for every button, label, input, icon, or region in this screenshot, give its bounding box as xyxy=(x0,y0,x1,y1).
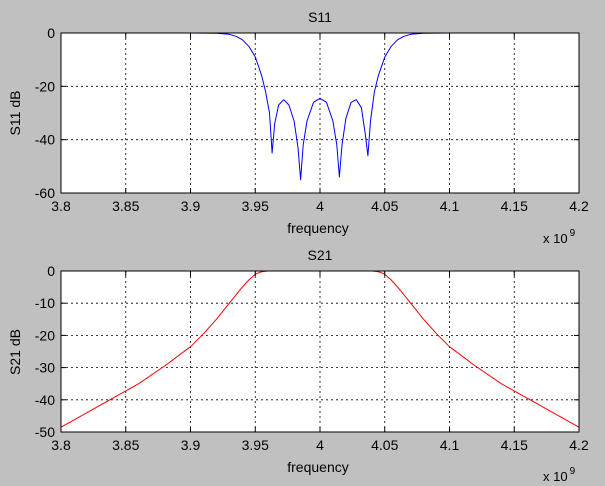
s21-xtick-label: 3.9 xyxy=(181,437,201,453)
s11-subplot: 3.8 3.85 3.9 3.95 4 4.05 4.1 4.15 4.20-20-40-60 … xyxy=(7,9,589,246)
s11-x-exponent: x 10 9 xyxy=(543,228,576,246)
s11-x-exponent-base: x 10 xyxy=(543,231,568,246)
s11-xtick-label: 3.8 xyxy=(51,198,71,214)
s11-xtick-label: 3.95 xyxy=(242,198,269,214)
s11-xtick-label: 4.1 xyxy=(440,198,460,214)
s11-xtick-label: 4.05 xyxy=(371,198,398,214)
s21-xlabel: frequency xyxy=(287,459,348,475)
s11-xtick-label: 4 xyxy=(316,198,324,214)
s11-ticks: 3.8 3.85 3.9 3.95 4 4.05 4.1 4.15 4.2 0 -20 -40 -60 xyxy=(35,25,589,214)
s11-ytick-label: -20 xyxy=(35,78,55,94)
s21-xtick-label: 4.05 xyxy=(371,437,398,453)
s21-x-exponent-base: x 10 xyxy=(543,469,568,484)
s21-xtick-label: 4.1 xyxy=(440,437,460,453)
s11-ylabel: S11 dB xyxy=(7,91,23,136)
s21-xtick-label: 3.8 xyxy=(51,437,71,453)
s11-grid xyxy=(61,33,579,193)
s11-x-exponent-power: 9 xyxy=(570,228,576,239)
s21-grid xyxy=(61,271,579,432)
s21-subplot: 3.8 3.85 3.9 3.95 4 4.05 4.1 4.15 4.2 0 -10 -20 -30 -… xyxy=(7,247,589,484)
s21-xtick-label: 4.15 xyxy=(501,437,528,453)
s21-ticks: 3.8 3.85 3.9 3.95 4 4.05 4.1 4.15 4.2 0 -10 -20 -30 -… xyxy=(35,263,589,453)
s11-ytick-label: -60 xyxy=(35,185,55,201)
s11-title: S11 xyxy=(308,9,332,25)
s21-ytick-label: -40 xyxy=(35,392,55,408)
s11-series-line xyxy=(61,32,579,181)
s21-x-exponent-power: 9 xyxy=(570,466,576,477)
s21-xtick-label: 4 xyxy=(316,437,324,453)
s21-ylabel: S21 dB xyxy=(7,329,23,375)
s21-title: S21 xyxy=(308,247,333,263)
s11-xtick-label: 4.15 xyxy=(501,198,528,214)
s11-xtick-label: 3.85 xyxy=(112,198,139,214)
s21-ytick-label: -30 xyxy=(35,360,55,376)
s21-ytick-label: -20 xyxy=(35,327,55,343)
s11-ytick-label: 0 xyxy=(47,25,55,41)
s11-series xyxy=(61,32,579,181)
s21-xtick-label: 3.85 xyxy=(112,437,139,453)
s21-ytick-label: 0 xyxy=(47,263,55,279)
s11-xlabel: frequency xyxy=(287,220,348,236)
s21-x-exponent: x 10 9 xyxy=(543,466,576,484)
s21-xtick-label: 4.2 xyxy=(569,437,589,453)
s11-xtick-label: 4.2 xyxy=(569,198,589,214)
s21-xtick-label: 3.95 xyxy=(242,437,269,453)
s21-ytick-label: -50 xyxy=(35,424,55,440)
s11-ytick-label: -40 xyxy=(35,132,55,148)
s11-xtick-label: 3.9 xyxy=(181,198,201,214)
s21-ytick-label: -10 xyxy=(35,295,55,311)
